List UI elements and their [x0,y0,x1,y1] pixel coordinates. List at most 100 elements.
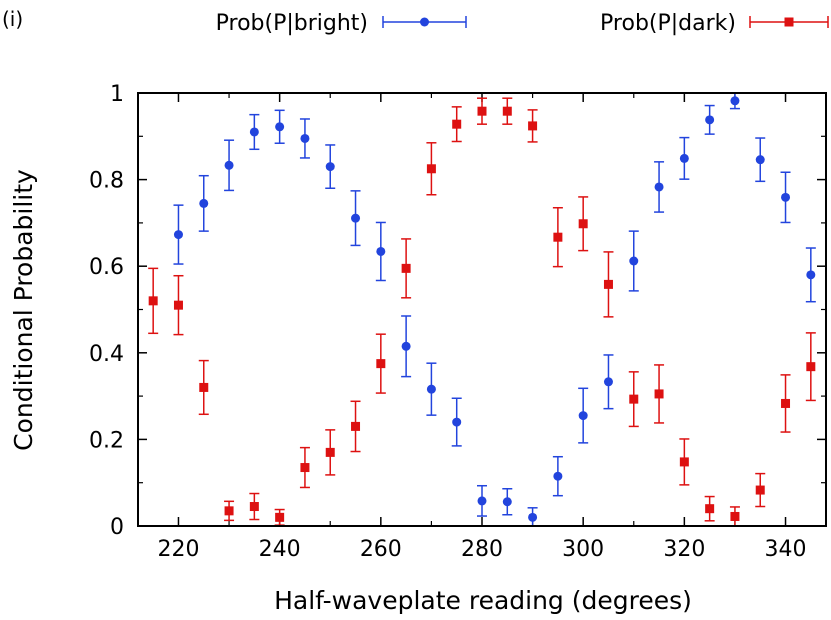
marker-dark [325,447,335,457]
data-point-bright [628,230,639,292]
marker-bright [578,411,588,421]
marker-bright [553,471,563,481]
marker-dark [199,382,209,392]
marker-bright [275,122,285,132]
marker-dark [578,219,588,229]
data-point-dark [603,251,614,318]
data-point-bright [704,104,715,135]
x-tick-label: 300 [562,537,604,562]
marker-dark [679,457,689,467]
data-point-bright [375,221,386,282]
data-point-bright [451,397,462,447]
data-point-dark [375,333,386,394]
marker-dark [300,463,310,473]
marker-dark [603,279,613,289]
y-tick-label: 0.4 [89,342,124,367]
marker-bright [224,160,234,170]
legend-sample-bright [382,16,467,28]
marker-dark [755,485,765,495]
marker-dark [401,263,411,273]
data-point-bright [552,455,563,497]
legend-marker [420,17,429,27]
marker-dark [351,421,361,431]
marker-dark [705,504,715,514]
data-point-dark [224,500,235,522]
marker-dark [224,506,234,516]
data-point-bright [502,488,513,516]
data-point-dark [552,206,563,268]
marker-bright [629,256,639,266]
data-point-dark [502,97,513,125]
y-tick-label: 0.6 [89,255,124,280]
data-point-dark [148,267,159,335]
marker-dark [528,121,538,131]
legend: Prob(P|bright) Prob(P|dark) [216,11,829,36]
x-tick-label: 240 [259,537,301,562]
marker-dark [173,300,183,310]
tick-marks [138,92,826,527]
marker-bright [401,341,411,351]
data-point-bright [654,161,665,213]
plot-frame [137,92,827,527]
marker-bright [173,230,183,240]
marker-bright [249,127,259,137]
marker-dark [477,106,487,116]
data-point-dark [350,400,361,453]
data-point-dark [679,438,690,486]
data-point-bright [755,137,766,183]
data-point-dark [173,274,184,336]
data-point-bright [274,109,285,144]
data-point-dark [274,508,285,526]
data-point-bright [299,118,310,159]
data-series [148,92,816,527]
marker-bright [477,496,487,506]
data-point-bright [603,354,614,410]
data-point-bright [729,92,740,110]
series-dark [148,97,816,527]
marker-dark [654,389,664,399]
marker-bright [452,417,462,427]
y-axis-title: Conditional Probability [9,169,38,451]
data-point-bright [578,387,589,444]
marker-bright [679,153,689,163]
marker-dark [502,106,512,116]
data-point-dark [299,446,310,489]
panel-label: (i) [2,7,23,31]
data-point-dark [704,495,715,522]
y-tick-labels: 0 0.2 0.4 0.6 0.8 1 [89,82,124,540]
legend-label-bright: Prob(P|bright) [216,11,368,36]
data-point-bright [224,139,235,192]
data-point-bright [780,171,791,224]
data-point-dark [477,97,487,125]
marker-dark [148,296,158,306]
y-tick-label: 0.8 [89,169,124,194]
x-tick-label: 260 [360,537,402,562]
marker-dark [426,164,436,174]
data-point-dark [527,109,538,143]
data-point-dark [805,332,816,402]
y-tick-label: 0.2 [89,428,124,453]
data-point-bright [325,144,336,190]
data-point-dark [654,364,665,424]
legend-label-dark: Prob(P|dark) [600,11,736,36]
data-point-bright [426,362,437,416]
data-point-dark [729,506,740,527]
marker-bright [603,377,613,387]
data-point-dark [198,359,209,416]
marker-bright [528,512,538,522]
marker-bright [426,384,436,394]
marker-dark [629,394,639,404]
marker-dark [730,511,740,521]
data-point-bright [679,136,690,180]
data-point-dark [578,196,589,252]
x-axis-title: Half-waveplate reading (degrees) [274,586,692,615]
x-tick-label: 220 [157,537,199,562]
x-tick-labels: 220 240 260 280 300 320 340 [157,537,806,562]
marker-dark [553,232,563,242]
x-tick-label: 340 [765,537,807,562]
marker-dark [275,512,285,522]
x-tick-label: 280 [461,537,503,562]
data-point-bright [401,315,412,378]
legend-entry-bright: Prob(P|bright) [216,11,467,36]
